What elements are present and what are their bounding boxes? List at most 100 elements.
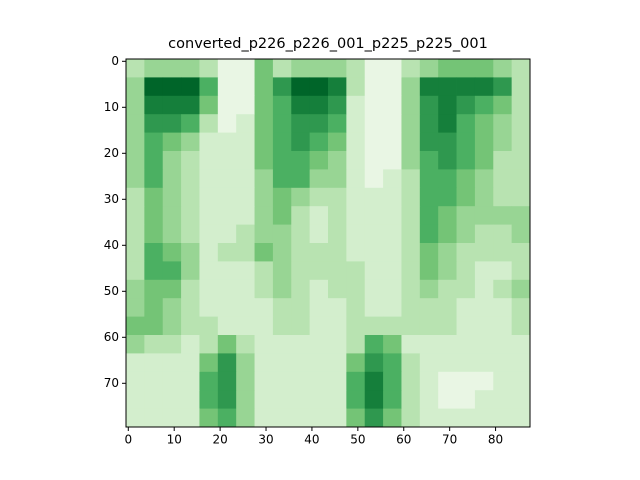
heatmap-cell — [144, 187, 164, 207]
heatmap-cell — [309, 408, 329, 428]
heatmap-cell — [511, 224, 531, 244]
heatmap-cell — [236, 298, 255, 317]
heatmap-cell — [438, 298, 457, 317]
heatmap-cell — [346, 169, 366, 189]
heatmap-cell — [511, 151, 531, 170]
heatmap-cell — [181, 151, 200, 170]
heatmap-cell — [511, 316, 531, 336]
heatmap-cell — [364, 243, 384, 262]
heatmap-cell — [217, 132, 237, 152]
heatmap-cell — [493, 390, 513, 409]
heatmap-cell — [419, 279, 439, 299]
heatmap-cell — [493, 243, 513, 262]
heatmap-cell — [474, 59, 494, 78]
heatmap-cell — [217, 335, 237, 354]
heatmap-cell — [291, 169, 311, 189]
heatmap-cell — [217, 187, 237, 207]
heatmap-cell — [346, 298, 366, 317]
heatmap-cell — [364, 77, 384, 97]
heatmap-cell — [309, 335, 329, 354]
heatmap-cell — [291, 371, 311, 391]
heatmap-cell — [383, 77, 402, 97]
heatmap-cell — [511, 95, 531, 115]
heatmap-cell — [346, 206, 366, 225]
y-tick-label: 30 — [104, 192, 119, 206]
heatmap-cell — [291, 59, 311, 78]
heatmap-cell — [346, 77, 366, 97]
heatmap-cell — [419, 77, 439, 97]
heatmap-cell — [272, 298, 292, 317]
heatmap-cell — [236, 151, 255, 170]
heatmap-cell — [272, 224, 292, 244]
heatmap-cell — [254, 279, 274, 299]
heatmap-cell — [181, 59, 200, 78]
heatmap-cell — [199, 316, 219, 336]
heatmap-cell — [364, 132, 384, 152]
heatmap-cell — [328, 224, 347, 244]
heatmap-cell — [181, 206, 200, 225]
heatmap-cell — [199, 95, 219, 115]
heatmap-cell — [144, 224, 164, 244]
heatmap-cell — [401, 95, 421, 115]
heatmap-cell — [181, 408, 200, 428]
heatmap-cell — [199, 298, 219, 317]
heatmap-cell — [346, 371, 366, 391]
heatmap-cell — [126, 206, 145, 225]
heatmap-cell — [493, 298, 513, 317]
heatmap-cell — [309, 261, 329, 281]
heatmap-cell — [456, 169, 476, 189]
heatmap-cell — [217, 371, 237, 391]
heatmap-cell — [162, 169, 182, 189]
heatmap-cell — [364, 187, 384, 207]
heatmap-cell — [474, 316, 494, 336]
heatmap-cell — [346, 353, 366, 373]
y-tick-label: 60 — [104, 330, 119, 344]
heatmap-cell — [438, 279, 457, 299]
heatmap-cell — [272, 59, 292, 78]
heatmap-cell — [328, 316, 347, 336]
heatmap-cell — [272, 151, 292, 170]
heatmap-cell — [438, 390, 457, 409]
heatmap-cell — [419, 261, 439, 281]
heatmap-cell — [493, 114, 513, 133]
heatmap-cell — [217, 114, 237, 133]
heatmap-cell — [438, 224, 457, 244]
heatmap-cell — [254, 114, 274, 133]
heatmap-cell — [162, 335, 182, 354]
heatmap-cell — [383, 316, 402, 336]
heatmap-cell — [474, 151, 494, 170]
heatmap-cell — [438, 335, 457, 354]
heatmap-cell — [181, 298, 200, 317]
heatmap-cell — [493, 206, 513, 225]
heatmap-cell — [199, 151, 219, 170]
heatmap-cell — [438, 59, 457, 78]
heatmap-cell — [291, 151, 311, 170]
heatmap-cell — [364, 261, 384, 281]
heatmap-cell — [199, 59, 219, 78]
heatmap-cell — [236, 408, 255, 428]
heatmap-cell — [162, 316, 182, 336]
heatmap-cell — [272, 390, 292, 409]
heatmap-cell — [272, 132, 292, 152]
heatmap-cell — [364, 206, 384, 225]
heatmap-cell — [383, 390, 402, 409]
heatmap-cell — [419, 353, 439, 373]
heatmap-cell — [162, 151, 182, 170]
heatmap-cell — [401, 151, 421, 170]
heatmap-cell — [272, 169, 292, 189]
heatmap-cell — [419, 408, 439, 428]
heatmap-cell — [144, 59, 164, 78]
heatmap-cell — [456, 59, 476, 78]
heatmap-cell — [474, 187, 494, 207]
x-tick-label: 10 — [167, 433, 182, 447]
heatmap-cell — [217, 151, 237, 170]
heatmap-cell — [511, 408, 531, 428]
heatmap-cell — [254, 390, 274, 409]
heatmap-cell — [126, 298, 145, 317]
heatmap-cell — [456, 335, 476, 354]
heatmap-cell — [162, 353, 182, 373]
heatmap-cell — [474, 353, 494, 373]
heatmap-cell — [181, 77, 200, 97]
heatmap-cell — [291, 261, 311, 281]
heatmap-cell — [346, 243, 366, 262]
